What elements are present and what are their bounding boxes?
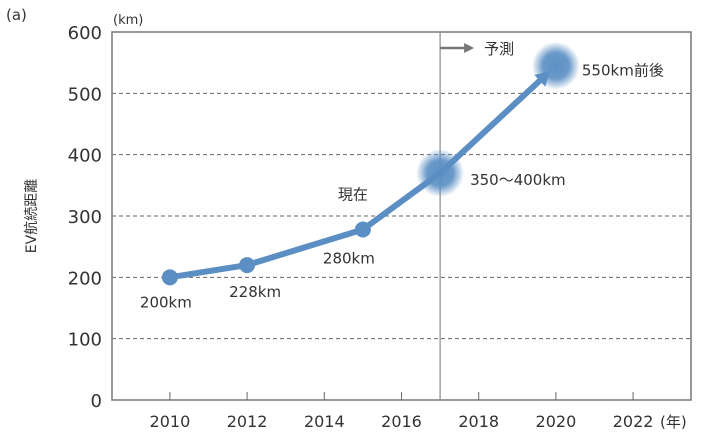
x-tick-label: 2012 xyxy=(227,412,268,431)
y-tick-label: 0 xyxy=(91,391,102,412)
data-label: 350〜400km xyxy=(470,171,566,189)
current-label: 現在 xyxy=(338,185,368,203)
x-tick-label: 2022 xyxy=(613,412,654,431)
data-label: 200km xyxy=(140,293,192,311)
series-segment xyxy=(244,226,366,269)
forecast-point xyxy=(416,149,465,198)
x-tick-label: 2016 xyxy=(381,412,422,431)
forecast-label: 予測 xyxy=(484,40,514,58)
y-unit-label: (km) xyxy=(113,13,143,28)
data-point xyxy=(354,221,371,238)
data-point xyxy=(161,269,178,286)
data-label: 280km xyxy=(323,249,375,267)
data-point xyxy=(239,257,256,274)
y-tick-label: 400 xyxy=(68,146,102,167)
y-axis-label: EV航続距離 xyxy=(23,179,40,253)
x-tick-label: 2010 xyxy=(150,412,191,431)
y-tick-label: 300 xyxy=(68,207,102,228)
y-tick-label: 200 xyxy=(68,268,102,289)
data-label: 550km前後 xyxy=(582,62,664,80)
forecast-point xyxy=(531,41,580,90)
y-tick-label: 600 xyxy=(68,23,102,44)
x-tick-label: 2014 xyxy=(304,412,345,431)
x-unit-label: (年) xyxy=(660,413,687,431)
y-tick-label: 100 xyxy=(68,330,102,351)
series-segment xyxy=(166,262,251,281)
x-tick-label: 2018 xyxy=(458,412,499,431)
forecast-arrowhead-icon xyxy=(464,43,475,53)
data-label: 228km xyxy=(229,283,281,301)
x-tick-label: 2020 xyxy=(536,412,577,431)
panel-label: (a) xyxy=(6,6,27,24)
y-tick-label: 500 xyxy=(68,84,102,105)
